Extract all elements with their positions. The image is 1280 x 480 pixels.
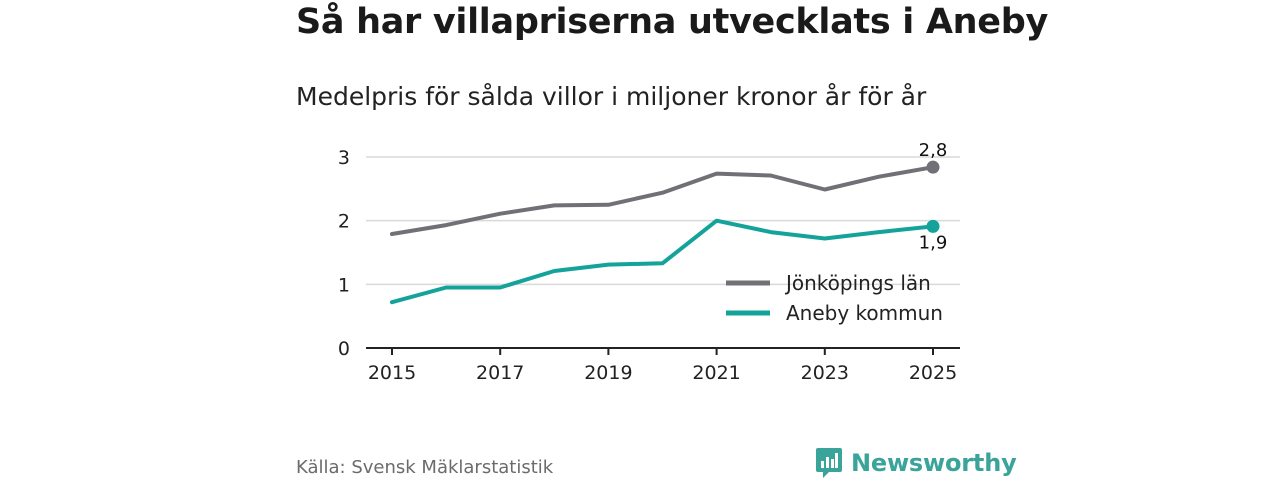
end-marker-jonkopings-lan [926,160,940,174]
series-line-aneby-kommun [390,218,935,305]
legend-label-jonkopings-lan: Jönköpings län [784,271,931,295]
x-tick-label-2023: 2023 [801,362,849,384]
x-axis-tick-labels: 2015 2017 2019 2021 2023 2025 [368,362,957,384]
x-tick-label-2025: 2025 [909,362,957,384]
y-tick-label-3: 3 [338,147,350,169]
y-tick-label-2: 2 [338,211,350,233]
y-tick-label-1: 1 [338,274,350,296]
brand-name: Newsworthy [851,449,1017,477]
end-marker-aneby-kommun [926,219,940,233]
y-axis-tick-labels: 0 1 2 3 [338,147,350,360]
end-value-labels: 2,8 1,9 [919,140,948,253]
y-tick-label-0: 0 [338,338,350,360]
end-label-aneby-kommun: 1,9 [919,232,948,253]
chart-subtitle: Medelpris för sålda villor i miljoner kr… [296,82,927,111]
x-axis [366,347,960,355]
source-note: Källa: Svensk Mäklarstatistik [296,457,554,478]
bar-chart-speech-icon [816,448,842,478]
chart-title: Så har villapriserna utvecklats i Aneby [296,2,1048,42]
legend-label-aneby-kommun: Aneby kommun [786,301,943,325]
end-label-jonkopings-lan: 2,8 [919,140,948,161]
legend: Jönköpings län Aneby kommun [726,271,943,325]
x-tick-label-2015: 2015 [368,362,416,384]
x-tick-label-2021: 2021 [692,362,740,384]
series-lines [390,160,940,305]
x-tick-label-2017: 2017 [476,362,524,384]
series-line-jonkopings-lan [390,165,935,236]
brand-logo[interactable]: Newsworthy [815,446,1017,480]
x-tick-label-2019: 2019 [584,362,632,384]
